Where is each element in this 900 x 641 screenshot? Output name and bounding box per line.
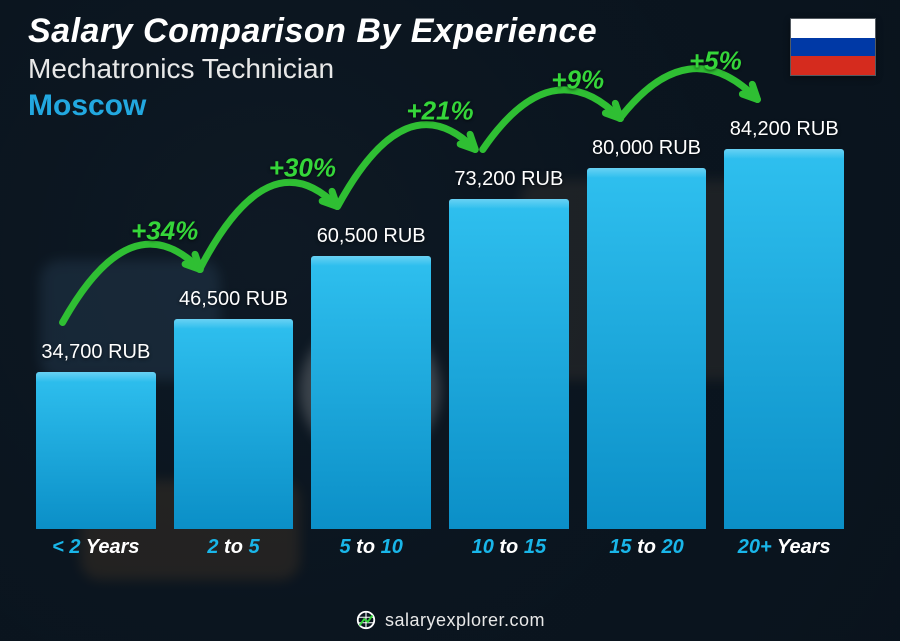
infographic-stage: Salary Comparison By Experience Mechatro…	[0, 0, 900, 641]
growth-badge: +30%	[269, 153, 336, 184]
bar-value-label: 46,500 RUB	[179, 288, 288, 311]
header: Salary Comparison By Experience Mechatro…	[28, 12, 780, 123]
bar-rect	[174, 319, 294, 529]
flag-stripe-2	[791, 38, 875, 57]
bar-category-label: 2 to 5	[174, 536, 294, 559]
growth-badge: +21%	[406, 96, 473, 127]
bar-value-label: 60,500 RUB	[317, 225, 426, 248]
flag-stripe-3	[791, 56, 875, 75]
bar-rect	[587, 168, 707, 529]
bar-value-label: 34,700 RUB	[41, 341, 150, 364]
bar-rect	[311, 256, 431, 529]
bar-category-label: 5 to 10	[311, 536, 431, 559]
chart-title: Salary Comparison By Experience	[28, 12, 780, 51]
bar-category-label: 20+ Years	[724, 536, 844, 559]
bar-3: 73,200 RUB10 to 15	[449, 168, 569, 529]
bar-value-label: 80,000 RUB	[592, 137, 701, 160]
bar-2: 60,500 RUB5 to 10	[311, 225, 431, 529]
bar-chart: 34,700 RUB< 2 Years46,500 RUB2 to 560,50…	[30, 140, 850, 561]
flag-stripe-1	[791, 19, 875, 38]
footer-site: salaryexplorer.com	[385, 610, 545, 631]
bar-5: 84,200 RUB20+ Years	[724, 118, 844, 529]
bar-1: 46,500 RUB2 to 5	[174, 288, 294, 529]
logo-icon	[355, 609, 377, 631]
bar-rect	[449, 199, 569, 529]
growth-badge: +5%	[689, 46, 742, 77]
bar-rect	[36, 372, 156, 529]
chart-location: Moscow	[28, 89, 780, 123]
bar-4: 80,000 RUB15 to 20	[587, 137, 707, 529]
growth-badge: +34%	[131, 216, 198, 247]
bar-value-label: 73,200 RUB	[454, 168, 563, 191]
footer: salaryexplorer.com	[0, 609, 900, 631]
bar-category-label: 10 to 15	[449, 536, 569, 559]
bar-0: 34,700 RUB< 2 Years	[36, 341, 156, 529]
chart-subtitle: Mechatronics Technician	[28, 53, 780, 85]
country-flag	[790, 18, 876, 76]
bars-container: 34,700 RUB< 2 Years46,500 RUB2 to 560,50…	[30, 140, 850, 529]
bar-rect	[724, 149, 844, 529]
growth-badge: +9%	[551, 65, 604, 96]
bar-value-label: 84,200 RUB	[730, 118, 839, 141]
bar-category-label: < 2 Years	[36, 536, 156, 559]
bar-category-label: 15 to 20	[587, 536, 707, 559]
